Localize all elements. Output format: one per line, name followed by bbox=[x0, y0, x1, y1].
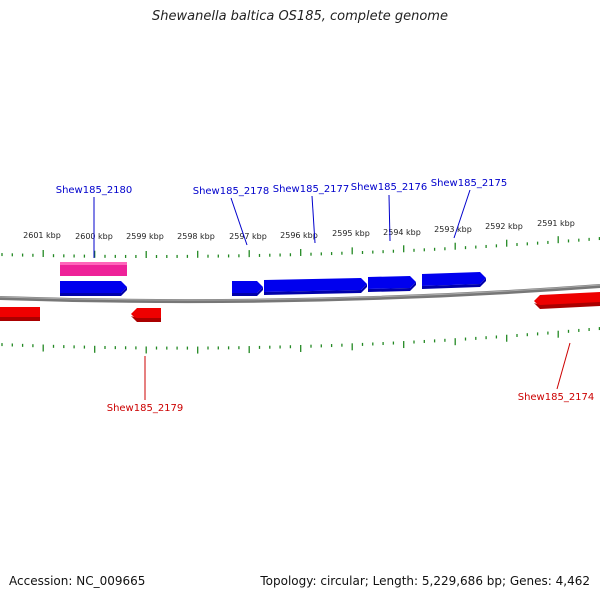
forward-gene-arrow[interactable] bbox=[60, 281, 127, 296]
genome-backbone-highlight bbox=[0, 284, 600, 301]
map-title: Shewanella baltica OS185, complete genom… bbox=[152, 9, 448, 24]
gene-label[interactable]: Shew185_2178 bbox=[193, 186, 270, 197]
gene-label[interactable]: Shew185_2174 bbox=[518, 392, 595, 403]
gene-label[interactable]: Shew185_2180 bbox=[56, 185, 133, 196]
reverse-gene-arrow[interactable] bbox=[0, 307, 40, 321]
forward-gene-arrow[interactable] bbox=[422, 272, 486, 289]
forward-gene-arrow[interactable] bbox=[368, 276, 416, 292]
gene-label[interactable]: Shew185_2176 bbox=[351, 182, 428, 193]
inner-tick-ring bbox=[1, 327, 600, 354]
scale-label: 2599 kbp bbox=[126, 232, 164, 241]
scale-labels: 2601 kbp 2600 kbp 2599 kbp 2598 kbp 2597… bbox=[23, 219, 575, 241]
scale-label: 2594 kbp bbox=[383, 228, 421, 237]
gene-label[interactable]: Shew185_2179 bbox=[107, 403, 184, 414]
scale-label: 2601 kbp bbox=[23, 231, 61, 240]
scale-label: 2592 kbp bbox=[485, 222, 523, 231]
scale-label: 2596 kbp bbox=[280, 231, 318, 240]
scale-label: 2595 kbp bbox=[332, 229, 370, 238]
scale-label: 2597 kbp bbox=[229, 232, 267, 241]
genome-backbone bbox=[0, 284, 600, 304]
forward-label-leaders bbox=[93, 189, 471, 258]
genome-summary-text: Topology: circular; Length: 5,229,686 bp… bbox=[260, 574, 590, 588]
reverse-gene-arrow[interactable] bbox=[131, 308, 161, 322]
reverse-label-leaders bbox=[144, 342, 571, 400]
forward-gene-arrow[interactable] bbox=[264, 278, 367, 295]
rna-feature[interactable] bbox=[60, 262, 127, 276]
reverse-gene-arrow[interactable] bbox=[534, 292, 600, 309]
accession-text: Accession: NC_009665 bbox=[9, 574, 146, 588]
scale-label: 2591 kbp bbox=[537, 219, 575, 228]
outer-tick-ring bbox=[1, 236, 600, 258]
scale-label: 2593 kbp bbox=[434, 225, 472, 234]
gene-label[interactable]: Shew185_2175 bbox=[431, 178, 508, 189]
scale-label: 2598 kbp bbox=[177, 232, 215, 241]
gene-label[interactable]: Shew185_2177 bbox=[273, 184, 350, 195]
forward-gene-arrow[interactable] bbox=[232, 281, 263, 296]
